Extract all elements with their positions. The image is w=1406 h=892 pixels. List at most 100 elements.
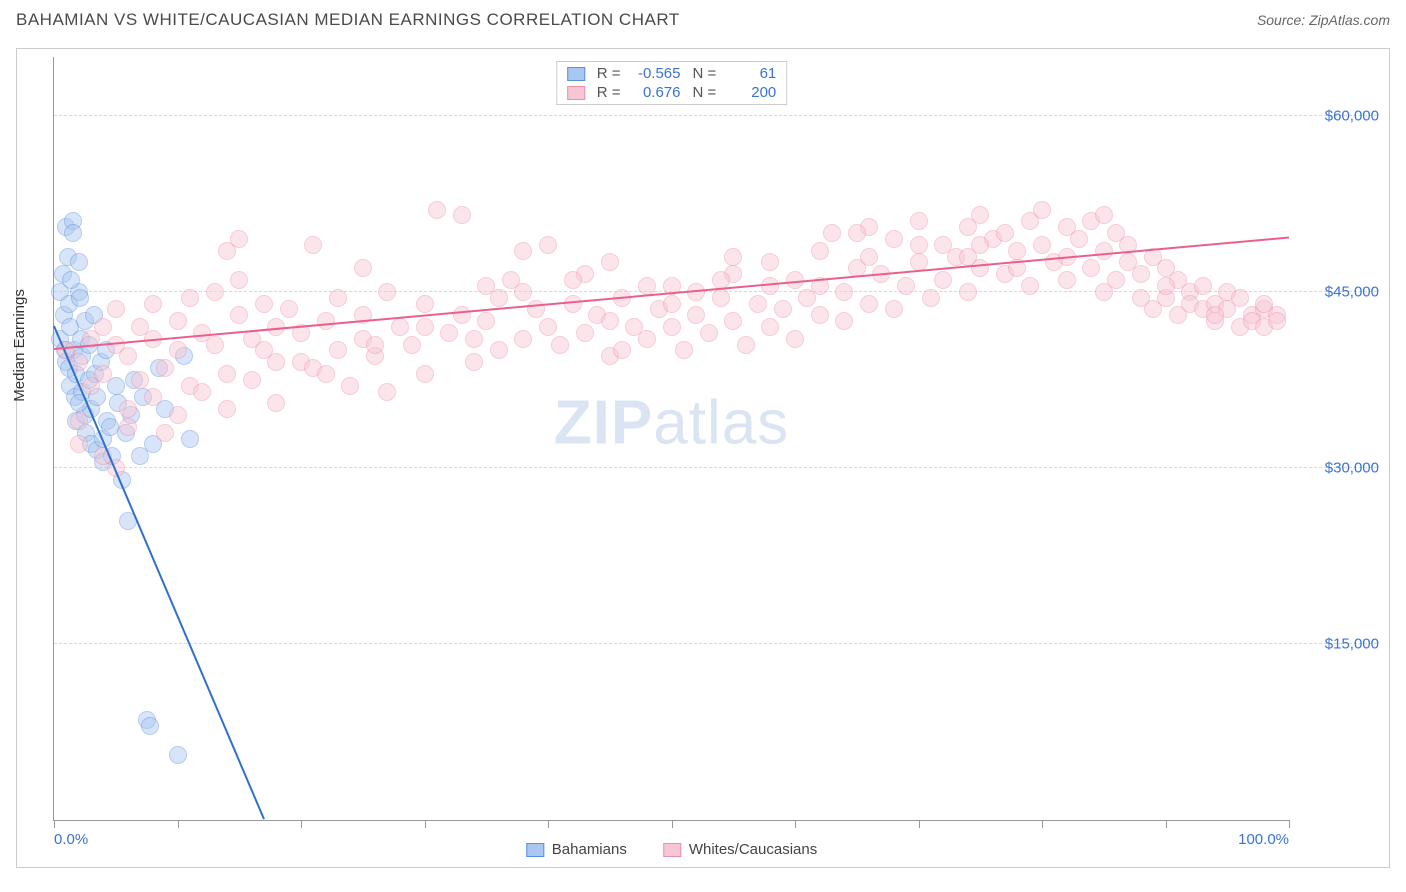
data-point-whites xyxy=(761,253,779,271)
gridline xyxy=(54,467,1377,468)
stats-row-whites: R = 0.676 N = 200 xyxy=(557,83,787,102)
data-point-whites xyxy=(416,318,434,336)
data-point-whites xyxy=(835,283,853,301)
data-point-whites xyxy=(477,312,495,330)
data-point-whites xyxy=(477,277,495,295)
data-point-whites xyxy=(416,365,434,383)
data-point-whites xyxy=(1107,271,1125,289)
stat-n-label-2: N = xyxy=(693,84,717,101)
data-point-whites xyxy=(514,330,532,348)
data-point-whites xyxy=(230,306,248,324)
data-point-whites xyxy=(181,289,199,307)
watermark: ZIPatlas xyxy=(554,388,789,459)
data-point-whites xyxy=(675,341,693,359)
data-point-whites xyxy=(156,424,174,442)
data-point-whites xyxy=(601,253,619,271)
data-point-whites xyxy=(317,365,335,383)
data-point-whites xyxy=(490,341,508,359)
data-point-whites xyxy=(663,318,681,336)
data-point-whites xyxy=(576,324,594,342)
data-point-whites xyxy=(811,306,829,324)
stats-row-bahamians: R = -0.565 N = 61 xyxy=(557,64,787,83)
data-point-whites xyxy=(156,359,174,377)
data-point-whites xyxy=(811,242,829,260)
data-point-whites xyxy=(897,277,915,295)
data-point-whites xyxy=(1021,277,1039,295)
data-point-whites xyxy=(144,388,162,406)
data-point-whites xyxy=(354,259,372,277)
data-point-whites xyxy=(835,312,853,330)
legend-swatch-whites xyxy=(663,843,681,857)
data-point-whites xyxy=(119,418,137,436)
data-point-whites xyxy=(341,377,359,395)
data-point-whites xyxy=(218,365,236,383)
data-point-bahamians xyxy=(141,717,159,735)
chart-header: BAHAMIAN VS WHITE/CAUCASIAN MEDIAN EARNI… xyxy=(0,0,1406,36)
data-point-whites xyxy=(971,236,989,254)
data-point-whites xyxy=(378,383,396,401)
data-point-whites xyxy=(378,283,396,301)
data-point-whites xyxy=(613,341,631,359)
data-point-whites xyxy=(280,300,298,318)
data-point-bahamians xyxy=(71,289,89,307)
x-tick-label: 100.0% xyxy=(1238,831,1289,848)
data-point-bahamians xyxy=(62,271,80,289)
data-point-whites xyxy=(749,295,767,313)
data-point-whites xyxy=(959,283,977,301)
chart-source: Source: ZipAtlas.com xyxy=(1257,12,1390,28)
data-point-whites xyxy=(465,330,483,348)
data-point-whites xyxy=(564,271,582,289)
data-point-whites xyxy=(94,365,112,383)
data-point-whites xyxy=(1132,289,1150,307)
legend-item-whites: Whites/Caucasians xyxy=(663,841,817,858)
plot-area: ZIPatlas R = -0.565 N = 61 R = 0.676 N =… xyxy=(53,57,1289,821)
data-point-whites xyxy=(514,242,532,260)
data-point-whites xyxy=(700,324,718,342)
data-point-whites xyxy=(230,271,248,289)
data-point-whites xyxy=(70,435,88,453)
data-point-whites xyxy=(403,336,421,354)
stat-r-label-2: R = xyxy=(597,84,621,101)
data-point-bahamians xyxy=(64,224,82,242)
x-tick xyxy=(1042,820,1043,828)
data-point-whites xyxy=(329,289,347,307)
data-point-whites xyxy=(169,406,187,424)
stat-n-label: N = xyxy=(693,65,717,82)
chart-container: Median Earnings ZIPatlas R = -0.565 N = … xyxy=(16,48,1390,868)
legend-label-bahamians: Bahamians xyxy=(552,841,627,858)
data-point-whites xyxy=(119,347,137,365)
y-tick-label: $45,000 xyxy=(1325,283,1379,300)
data-point-whites xyxy=(551,336,569,354)
data-point-whites xyxy=(1033,201,1051,219)
x-tick xyxy=(425,820,426,828)
data-point-whites xyxy=(1082,259,1100,277)
bottom-legend: Bahamians Whites/Caucasians xyxy=(518,839,825,860)
swatch-bahamians xyxy=(567,67,585,81)
data-point-whites xyxy=(539,318,557,336)
data-point-whites xyxy=(1255,295,1273,313)
data-point-whites xyxy=(131,371,149,389)
data-point-whites xyxy=(1033,236,1051,254)
y-axis-label: Median Earnings xyxy=(11,289,28,402)
data-point-whites xyxy=(465,353,483,371)
gridline xyxy=(54,643,1377,644)
data-point-whites xyxy=(218,400,236,418)
y-tick-label: $60,000 xyxy=(1325,107,1379,124)
data-point-whites xyxy=(107,300,125,318)
stat-r-value-bahamians: -0.565 xyxy=(629,65,681,82)
data-point-whites xyxy=(304,236,322,254)
data-point-whites xyxy=(1157,277,1175,295)
data-point-whites xyxy=(169,312,187,330)
data-point-whites xyxy=(910,212,928,230)
data-point-whites xyxy=(453,206,471,224)
data-point-whites xyxy=(1070,230,1088,248)
data-point-whites xyxy=(514,283,532,301)
data-point-whites xyxy=(267,394,285,412)
swatch-whites xyxy=(567,86,585,100)
data-point-whites xyxy=(922,289,940,307)
x-tick xyxy=(1289,820,1290,828)
data-point-whites xyxy=(391,318,409,336)
data-point-whites xyxy=(193,383,211,401)
x-tick xyxy=(672,820,673,828)
stat-r-label: R = xyxy=(597,65,621,82)
